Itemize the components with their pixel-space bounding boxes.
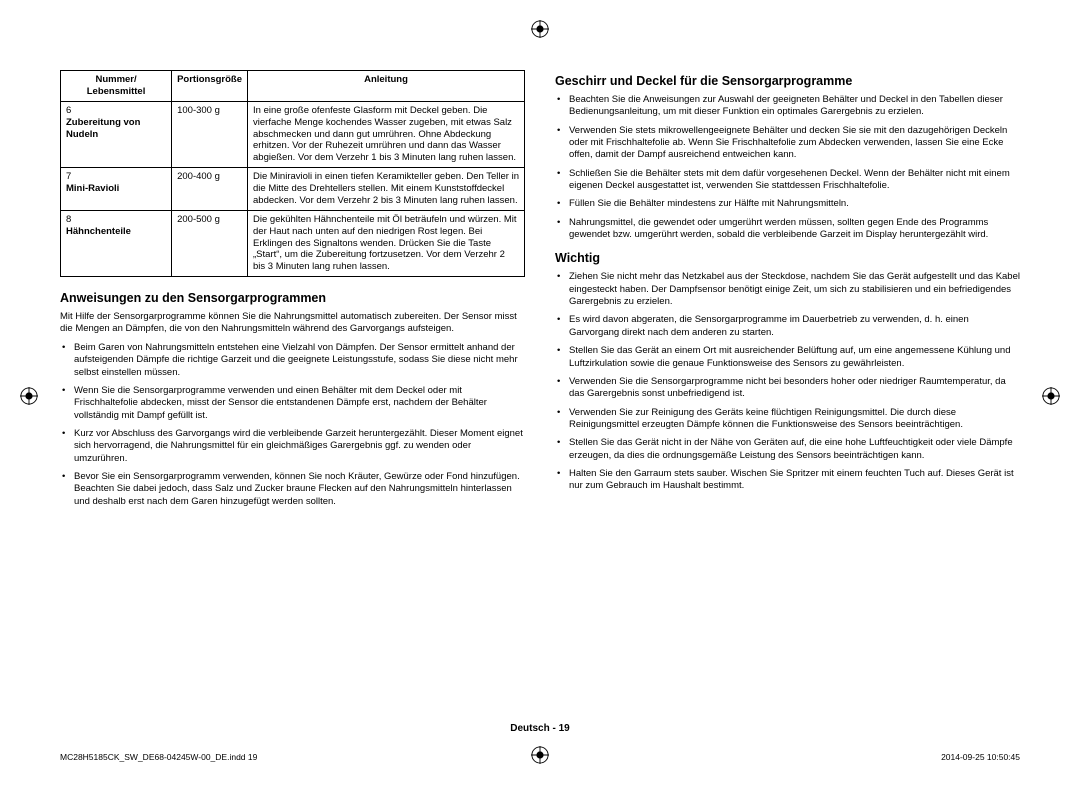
list-item: Beachten Sie die Anweisungen zur Auswahl… [555,94,1020,119]
registration-mark-icon [20,387,38,405]
heading-geschirr: Geschirr und Deckel für die Sensorgarpro… [555,74,1020,88]
print-date: 2014-09-25 10:50:45 [941,752,1020,762]
list-item: Wenn Sie die Sensorgarprogramme verwende… [60,385,525,422]
intro-text: Mit Hilfe der Sensorgarprogramme können … [60,311,525,336]
list-item: Stellen Sie das Gerät nicht in der Nähe … [555,437,1020,462]
page-footer: Deutsch - 19 [0,723,1080,734]
list-item: Stellen Sie das Gerät an einem Ort mit a… [555,345,1020,370]
program-table: Nummer/ Lebensmittel Portionsgröße Anlei… [60,70,525,277]
right-column: Geschirr und Deckel für die Sensorgarpro… [555,70,1020,514]
print-file: MC28H5185CK_SW_DE68-04245W-00_DE.indd 19 [60,752,257,762]
page: Nummer/ Lebensmittel Portionsgröße Anlei… [0,0,1080,792]
th-instruction: Anleitung [248,71,525,102]
heading-anweisungen: Anweisungen zu den Sensorgarprogrammen [60,291,525,305]
print-line: MC28H5185CK_SW_DE68-04245W-00_DE.indd 19… [60,752,1020,762]
list-item: Beim Garen von Nahrungsmitteln entstehen… [60,342,525,379]
list-item: Halten Sie den Garraum stets sauber. Wis… [555,468,1020,493]
list-item: Ziehen Sie nicht mehr das Netzkabel aus … [555,271,1020,308]
left-column: Nummer/ Lebensmittel Portionsgröße Anlei… [60,70,525,514]
list-item: Füllen Sie die Behälter mindestens zur H… [555,198,1020,210]
list-wichtig: Ziehen Sie nicht mehr das Netzkabel aus … [555,271,1020,492]
list-item: Verwenden Sie zur Reinigung des Geräts k… [555,407,1020,432]
list-item: Verwenden Sie die Sensorgarprogramme nic… [555,376,1020,401]
list-item: Verwenden Sie stets mikrowellengeeignete… [555,125,1020,162]
list-item: Es wird davon abgeraten, die Sensorgarpr… [555,314,1020,339]
heading-wichtig: Wichtig [555,251,1020,265]
list-geschirr: Beachten Sie die Anweisungen zur Auswahl… [555,94,1020,241]
th-portion: Portionsgröße [172,71,248,102]
table-row: 7Mini-Ravioli 200-400 g Die Miniravioli … [61,168,525,211]
table-row: 8Hähnchenteile 200-500 g Die gekühlten H… [61,210,525,276]
table-row: 6Zubereitung von Nudeln 100-300 g In ein… [61,101,525,167]
th-number: Nummer/ Lebensmittel [61,71,172,102]
registration-mark-icon [531,20,549,38]
list-item: Schließen Sie die Behälter stets mit dem… [555,168,1020,193]
list-item: Nahrungsmittel, die gewendet oder umgerü… [555,217,1020,242]
list-item: Bevor Sie ein Sensorgarprogramm verwende… [60,471,525,508]
list-item: Kurz vor Abschluss des Garvorgangs wird … [60,428,525,465]
list-anweisungen: Beim Garen von Nahrungsmitteln entstehen… [60,342,525,508]
registration-mark-icon [1042,387,1060,405]
